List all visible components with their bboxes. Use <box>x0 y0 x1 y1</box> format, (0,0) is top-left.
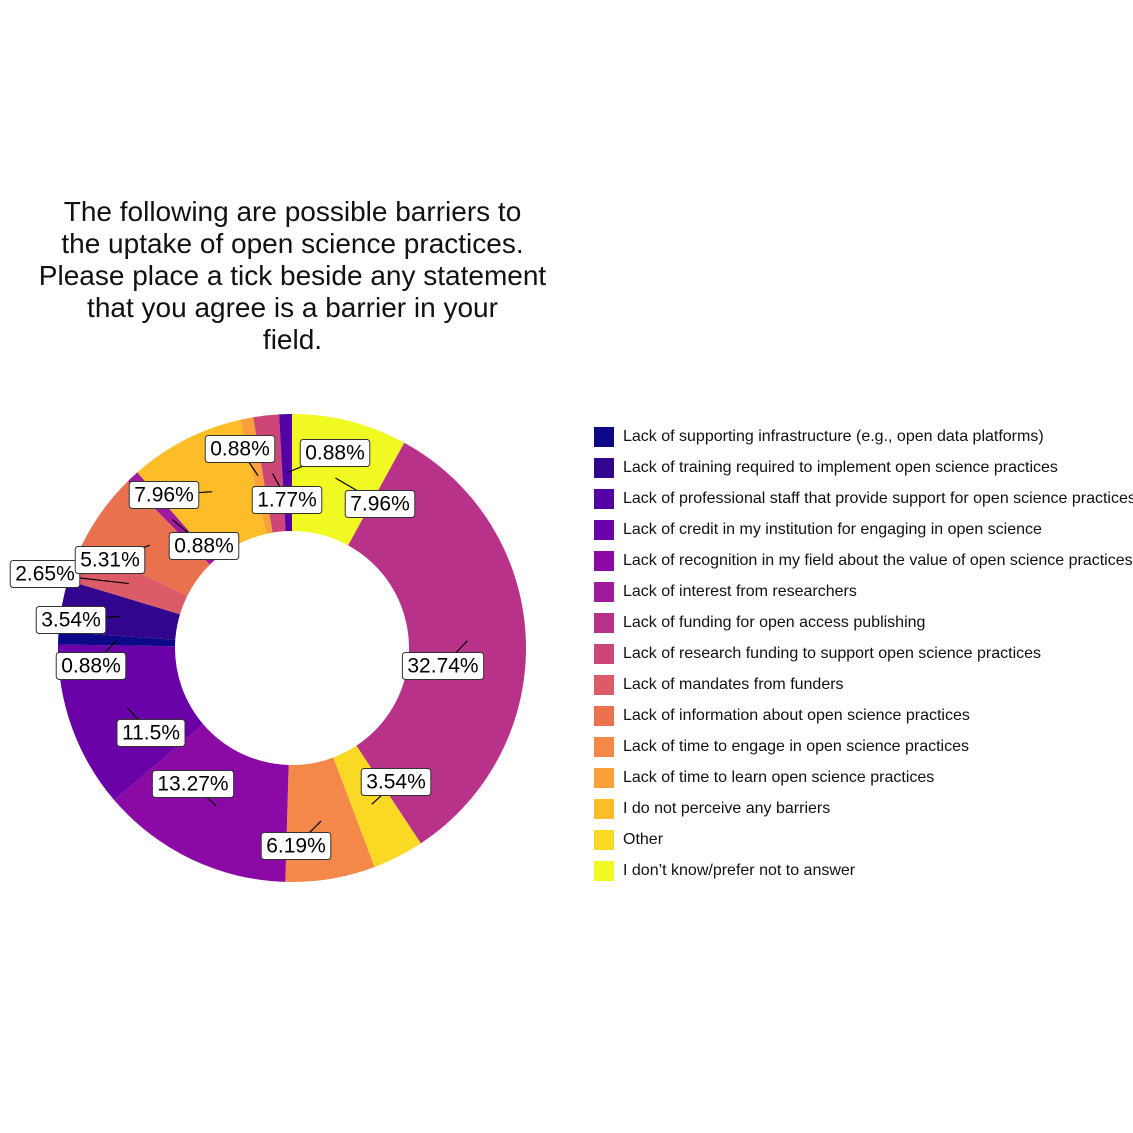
legend: Lack of supporting infrastructure (e.g.,… <box>594 421 1133 886</box>
legend-swatch <box>594 643 614 664</box>
data-label-text: 7.96% <box>350 493 410 516</box>
legend-swatch <box>594 829 614 850</box>
data-label-text: 0.88% <box>210 438 270 461</box>
data-label-text: 0.88% <box>174 535 234 558</box>
legend-swatch <box>594 736 614 757</box>
legend-item: Lack of time to engage in open science p… <box>594 731 1133 762</box>
data-label-text: 0.88% <box>305 442 365 465</box>
legend-label: Lack of time to learn open science pract… <box>623 768 935 786</box>
legend-item: Lack of training required to implement o… <box>594 452 1133 483</box>
data-label-text: 2.65% <box>15 563 75 586</box>
data-label-lack-of-interest-from-researchers: 0.88% <box>168 519 240 560</box>
legend-swatch <box>594 426 614 447</box>
legend-item: Lack of recognition in my field about th… <box>594 545 1133 576</box>
data-label-text: 32.74% <box>407 655 478 678</box>
data-label-box <box>299 439 371 467</box>
data-label-lack-of-recognition-in-my-field-about-the-value-of-open-science-practices: 13.27% <box>151 770 235 807</box>
legend-item: Lack of credit in my institution for eng… <box>594 514 1133 545</box>
legend-label: Lack of information about open science p… <box>623 706 970 724</box>
legend-label: I don’t know/prefer not to answer <box>623 861 856 879</box>
slice-lack-of-supporting-infrastructure-e-g-open-data-platforms <box>58 631 176 647</box>
legend-item: I do not perceive any barriers <box>594 793 1133 824</box>
slices-group <box>58 414 527 882</box>
data-label-box <box>128 481 200 509</box>
legend-label: Lack of time to engage in open science p… <box>623 737 969 755</box>
legend-label: Other <box>623 830 664 848</box>
legend-swatch <box>594 550 614 571</box>
data-label-i-do-not-perceive-any-barriers: 7.96% <box>128 481 213 509</box>
legend-item: Lack of information about open science p… <box>594 700 1133 731</box>
data-label-lack-of-time-to-learn-open-science-practices: 0.88% <box>204 435 276 477</box>
data-label-box <box>116 719 186 747</box>
legend-label: Lack of recognition in my field about th… <box>623 551 1133 569</box>
legend-swatch <box>594 488 614 509</box>
data-label-box <box>151 770 235 798</box>
data-label-lack-of-mandates-from-funders: 2.65% <box>9 560 129 588</box>
legend-label: Lack of funding for open access publishi… <box>623 613 926 631</box>
legend-item: Lack of mandates from funders <box>594 669 1133 700</box>
legend-swatch <box>594 767 614 788</box>
legend-swatch <box>594 519 614 540</box>
labels-group: 7.96% 32.74% 3.54% 6.19% 13.27% 11.5% 0.88% 3.5… <box>9 435 485 860</box>
legend-swatch <box>594 705 614 726</box>
data-label-lack-of-time-to-engage-in-open-science-practices: 6.19% <box>260 820 332 860</box>
data-label-lack-of-credit-in-my-institution-for-engaging-in-open-science: 11.5% <box>116 707 186 747</box>
data-label-box <box>401 652 485 680</box>
data-label-text: 7.96% <box>134 484 194 507</box>
legend-swatch <box>594 457 614 478</box>
data-label-text: 5.31% <box>80 549 140 572</box>
data-label-box <box>35 606 107 634</box>
data-label-lack-of-research-funding-to-support-open-science-practices: 1.77% <box>251 473 323 514</box>
legend-label: Lack of mandates from funders <box>623 675 844 693</box>
slice-other <box>333 745 421 867</box>
data-label-box <box>204 435 276 463</box>
legend-item: Lack of professional staff that provide … <box>594 483 1133 514</box>
data-label-text: 1.77% <box>257 489 317 512</box>
legend-swatch <box>594 860 614 881</box>
data-label-box <box>344 490 416 518</box>
data-label-box <box>260 832 332 860</box>
data-label-text: 13.27% <box>157 773 228 796</box>
legend-item: Lack of funding for open access publishi… <box>594 607 1133 638</box>
data-label-box <box>360 768 432 796</box>
chart-title: The following are possible barriers to t… <box>38 196 547 355</box>
data-label-other: 3.54% <box>360 768 432 805</box>
legend-label: Lack of credit in my institution for eng… <box>623 520 1042 538</box>
legend-label: Lack of research funding to support open… <box>623 644 1042 662</box>
legend-label: Lack of training required to implement o… <box>623 458 1058 476</box>
legend-label: I do not perceive any barriers <box>623 799 831 817</box>
data-label-lack-of-professional-staff-that-provide-support-for-open-science-practices: 0.88% <box>286 439 371 474</box>
legend-swatch <box>594 581 614 602</box>
legend-swatch <box>594 612 614 633</box>
data-label-lack-of-funding-for-open-access-publishing: 32.74% <box>401 640 485 680</box>
data-label-box <box>251 486 323 514</box>
legend-item: Lack of time to learn open science pract… <box>594 762 1133 793</box>
slice-lack-of-funding-for-open-access-publishing <box>348 442 527 844</box>
data-label-box <box>168 532 240 560</box>
data-label-box <box>55 652 127 680</box>
data-label-i-don-t-know-prefer-not-to-answer: 7.96% <box>335 477 416 518</box>
data-label-text: 0.88% <box>61 655 121 678</box>
legend-label: Lack of supporting infrastructure (e.g.,… <box>623 427 1044 445</box>
legend-swatch <box>594 674 614 695</box>
legend-label: Lack of interest from researchers <box>623 582 857 600</box>
legend-label: Lack of professional staff that provide … <box>623 489 1133 507</box>
data-label-text: 3.54% <box>41 609 101 632</box>
data-label-text: 6.19% <box>266 835 326 858</box>
legend-item: Lack of interest from researchers <box>594 576 1133 607</box>
data-label-text: 11.5% <box>122 722 180 745</box>
legend-item: Other <box>594 824 1133 855</box>
data-label-lack-of-information-about-open-science-practices: 5.31% <box>74 544 151 574</box>
slice-lack-of-information-about-open-science-practices <box>82 481 210 597</box>
legend-item: Lack of research funding to support open… <box>594 638 1133 669</box>
legend-item: I don’t know/prefer not to answer <box>594 855 1133 886</box>
slice-lack-of-recognition-in-my-field-about-the-value-of-open-science-practices <box>114 724 289 882</box>
data-label-box <box>74 546 146 574</box>
data-label-text: 3.54% <box>366 771 426 794</box>
legend-swatch <box>594 798 614 819</box>
legend-item: Lack of supporting infrastructure (e.g.,… <box>594 421 1133 452</box>
data-label-lack-of-training-required-to-implement-open-science-practices: 3.54% <box>35 606 120 634</box>
data-label-lack-of-supporting-infrastructure-e-g-open-data-platforms: 0.88% <box>55 640 127 680</box>
